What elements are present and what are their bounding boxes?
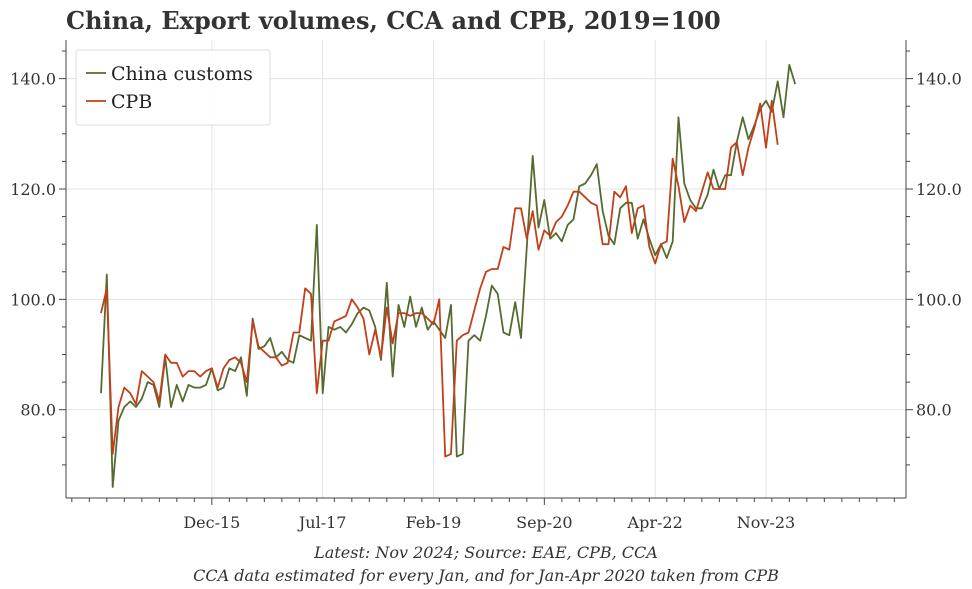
y-tick-label-left: 120.0 xyxy=(10,180,56,199)
x-tick-label: Jul-17 xyxy=(297,513,347,532)
footnote-source: Latest: Nov 2024; Source: EAE, CPB, CCA xyxy=(314,543,658,562)
legend: China customs CPB xyxy=(75,49,271,126)
legend-label-china-customs: China customs xyxy=(111,63,253,85)
y-tick-label-right: 120.0 xyxy=(916,180,962,199)
x-tick-label: Nov-23 xyxy=(737,513,795,532)
x-tick-label: Dec-15 xyxy=(183,513,240,532)
series-line-cpb xyxy=(100,99,779,458)
series-lines xyxy=(100,63,797,488)
y-tick-label-left: 100.0 xyxy=(10,290,56,309)
series-line-china-customs xyxy=(100,63,797,488)
chart-title: China, Export volumes, CCA and CPB, 2019… xyxy=(66,6,721,35)
x-tick-label: Feb-19 xyxy=(406,513,462,532)
y-tick-label-right: 140.0 xyxy=(916,70,962,89)
y-tick-label-left: 80.0 xyxy=(20,401,56,420)
y-tick-label-left: 140.0 xyxy=(10,70,56,89)
x-tick-label: Sep-20 xyxy=(516,513,572,532)
y-tick-label-right: 80.0 xyxy=(916,401,952,420)
footnote-methodology: CCA data estimated for every Jan, and fo… xyxy=(193,566,779,585)
legend-label-cpb: CPB xyxy=(111,91,152,113)
y-tick-label-right: 100.0 xyxy=(916,290,962,309)
x-tick-label: Apr-22 xyxy=(627,513,683,532)
legend-box xyxy=(75,49,271,126)
axes: 80.0 80.0 100.0 100.0 120.0 120.0 140.0 140.0 De… xyxy=(10,40,962,532)
